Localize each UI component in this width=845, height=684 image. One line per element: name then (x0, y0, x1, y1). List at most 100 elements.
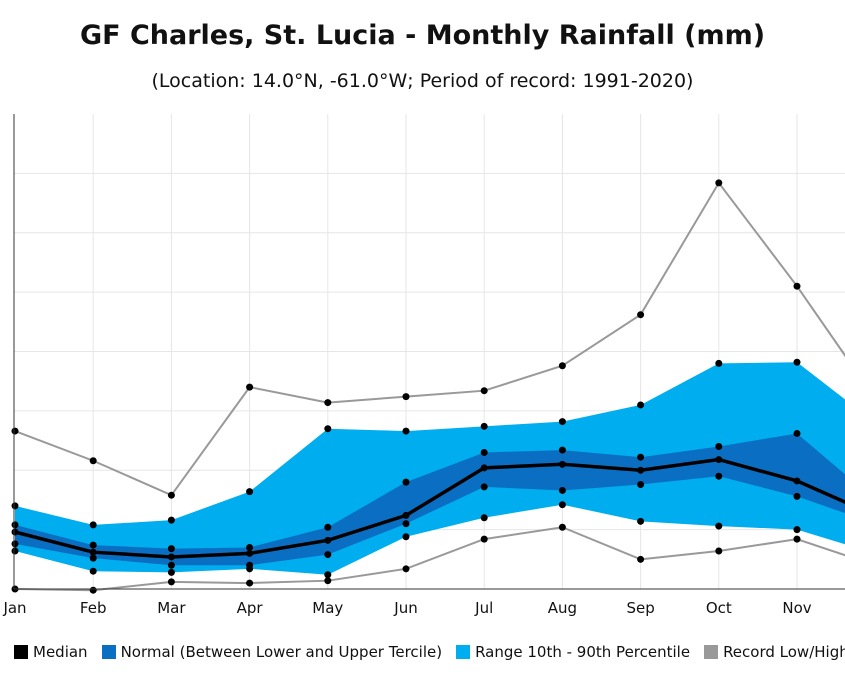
range-lower-point (324, 571, 332, 579)
normal-lower-point (558, 486, 566, 494)
range-upper-point (637, 401, 645, 409)
median-point (11, 528, 19, 536)
normal-lower-point (324, 551, 332, 559)
median-point (246, 549, 254, 557)
record-high-point (793, 282, 801, 290)
record-high-point (637, 311, 645, 319)
record-high-point (89, 457, 97, 465)
normal-lower-point (89, 554, 97, 562)
normal-upper-point (402, 478, 410, 486)
record-low-point (715, 547, 723, 555)
chart-title: GF Charles, St. Lucia - Monthly Rainfall… (79, 20, 766, 51)
legend-label-record: Record Low/High (723, 643, 845, 661)
median-point (637, 466, 645, 474)
range-lower-point (637, 517, 645, 525)
normal-upper-point (637, 453, 645, 461)
record-low-point (480, 535, 488, 543)
normal-lower-point (167, 561, 175, 569)
x-tick-label: Nov (782, 599, 811, 617)
range-lower-point (89, 567, 97, 575)
legend-item-range[interactable]: Range 10th - 90th Percentile (456, 643, 690, 661)
range-lower-point (715, 522, 723, 530)
range-lower-point (402, 533, 410, 541)
x-tick-label: May (312, 599, 343, 617)
record-low-point (167, 578, 175, 586)
range-lower-point (480, 514, 488, 522)
range-lower-point (11, 547, 19, 555)
record-low-line (14, 526, 845, 592)
range-upper-point (480, 422, 488, 430)
median-point (558, 460, 566, 468)
x-tick-label: Jul (474, 599, 493, 617)
x-tick-label: Mar (157, 599, 186, 617)
record-high-point (246, 383, 254, 391)
range-upper-point (11, 502, 19, 510)
x-tick-label: Feb (80, 599, 107, 617)
record-low-point (324, 577, 332, 585)
record-low-point (637, 555, 645, 563)
legend-item-median[interactable]: Median (14, 643, 88, 661)
range-upper-point (167, 516, 175, 524)
record-high-line (14, 181, 845, 497)
range-lower-point (558, 501, 566, 509)
legend: Median Normal (Between Lower and Upper T… (14, 642, 845, 662)
median-swatch (14, 645, 28, 659)
median-point (89, 548, 97, 556)
normal-upper-point (89, 541, 97, 549)
legend-item-normal[interactable]: Normal (Between Lower and Upper Tercile) (101, 643, 443, 661)
record-swatch (704, 645, 719, 659)
normal-lower-point (793, 492, 801, 500)
normal-upper-point (11, 521, 19, 529)
range-upper-point (558, 418, 566, 426)
x-tick-label: Jun (393, 599, 417, 617)
median-point (402, 511, 410, 519)
normal-upper-point (558, 446, 566, 454)
range-upper-point (89, 521, 97, 529)
legend-label-range: Range 10th - 90th Percentile (475, 643, 691, 661)
normal-upper-point (480, 448, 488, 456)
record-high-point (402, 393, 410, 401)
median-point (167, 553, 175, 561)
range-upper-point (402, 427, 410, 435)
x-tick-label: Apr (237, 599, 264, 617)
median-line (14, 457, 845, 559)
x-tick-label: Jan (2, 599, 26, 617)
record-low-point (402, 565, 410, 573)
x-tick-labels: JanFebMarAprMayJunJulAugSepOctNovDec (2, 599, 811, 617)
normal-lower-point (715, 472, 723, 480)
record-high-point (715, 179, 723, 187)
range-upper-point (715, 359, 723, 367)
record-low-point (558, 523, 566, 531)
record-low-point (246, 579, 254, 587)
record-high-point (167, 491, 175, 499)
normal-lower-point (246, 561, 254, 569)
median-point (480, 464, 488, 472)
normal-upper-point (246, 543, 254, 551)
normal-lower-point (480, 483, 488, 491)
range-swatch (456, 645, 471, 659)
record-high-point (480, 387, 488, 395)
range-upper-point (246, 488, 254, 496)
range-upper-point (793, 358, 801, 366)
record-low-point (793, 535, 801, 543)
x-tick-label: Aug (548, 599, 577, 617)
range-upper-point (324, 425, 332, 433)
median-point (324, 536, 332, 544)
x-tick-label: Sep (626, 599, 654, 617)
legend-item-record[interactable]: Record Low/High (704, 643, 845, 661)
legend-label-normal: Normal (Between Lower and Upper Tercile) (120, 643, 443, 661)
record-high-point (558, 362, 566, 370)
normal-lower-point (11, 540, 19, 548)
median-point (715, 456, 723, 464)
point-layer (11, 179, 801, 594)
record-high-point (11, 427, 19, 435)
normal-upper-point (167, 545, 175, 553)
chart-subtitle: (Location: 14.0°N, -61.0°W; Period of re… (151, 70, 694, 92)
normal-upper-point (324, 523, 332, 531)
line-layer (14, 181, 845, 592)
range-lower-point (167, 568, 175, 576)
normal-swatch (101, 645, 116, 659)
median-point (793, 477, 801, 485)
